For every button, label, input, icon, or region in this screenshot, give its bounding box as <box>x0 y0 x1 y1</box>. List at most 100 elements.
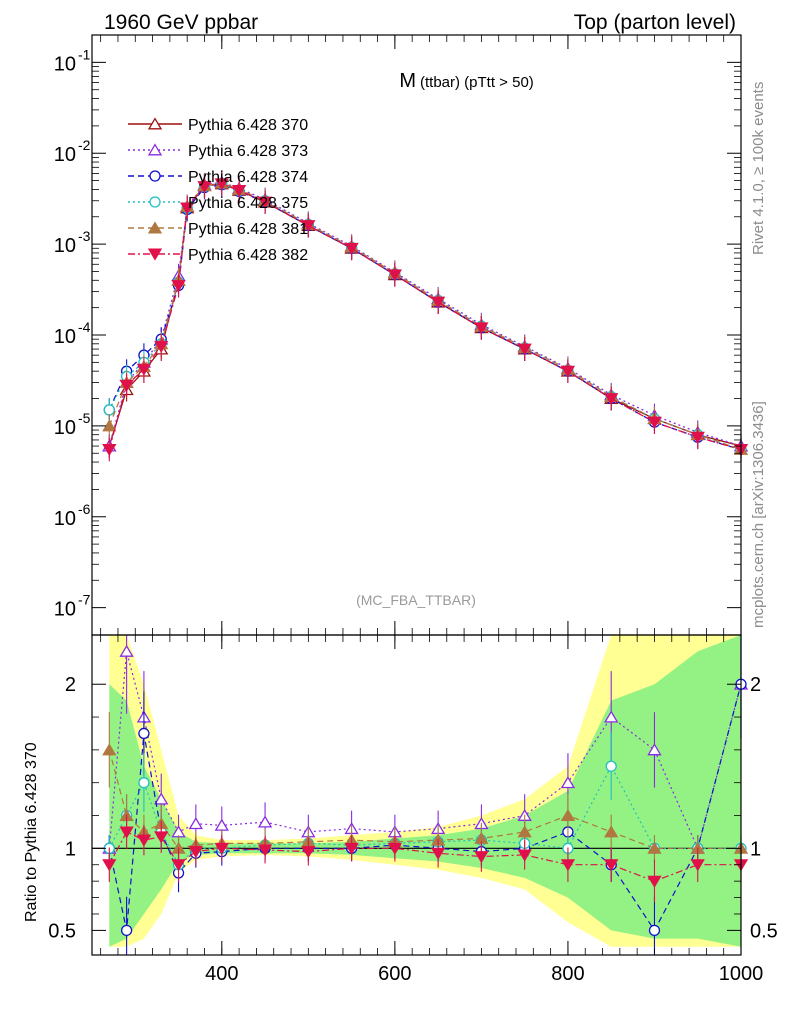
x-tick-label: 1000 <box>719 963 764 985</box>
legend-marker <box>147 221 163 234</box>
legend-entry-4: Pythia 6.428 375 <box>128 195 308 212</box>
main-plot-axes: 10-710-610-510-410-310-210-1 <box>54 34 742 635</box>
legend-entry-2: Pythia 6.428 373 <box>128 143 308 160</box>
ratio-point <box>154 792 169 805</box>
ratio-point <box>517 849 532 862</box>
main-point <box>387 269 403 282</box>
ratio-point <box>560 859 576 872</box>
main-point <box>231 184 247 198</box>
ratio-band-green <box>109 635 742 947</box>
ratio-point <box>604 710 619 723</box>
legend-label: Pythia 6.428 381 <box>188 221 308 238</box>
main-point <box>604 393 619 406</box>
legend: Pythia 6.428 370 Pythia 6.428 373 Pythia 6… <box>128 117 308 264</box>
ratio-point <box>647 875 662 888</box>
ratio-plot-axes: 0.5 0.5 1 1 2 2 400 600 800 1000 <box>48 635 778 985</box>
main-y-tick-label: 10 <box>54 508 76 530</box>
main-point <box>517 343 532 356</box>
legend-marker <box>149 196 161 208</box>
main-point <box>647 416 662 429</box>
legend-marker <box>147 248 163 261</box>
ratio-point <box>474 851 489 864</box>
ratio-point <box>119 826 134 839</box>
legend-entry-3: Pythia 6.428 374 <box>128 169 308 186</box>
main-y-tick-label: 10 <box>54 53 76 75</box>
ratio-y-tick-label-right: 2 <box>750 674 761 696</box>
main-y-tick-exponent: -1 <box>78 46 91 62</box>
main-point <box>103 404 115 416</box>
ratio-point <box>188 817 203 830</box>
legend-label: Pythia 6.428 370 <box>188 117 308 134</box>
main-point <box>560 365 576 378</box>
main-point <box>474 322 489 335</box>
main-y-tick-label: 10 <box>54 144 76 166</box>
main-point <box>344 242 359 255</box>
ratio-point <box>517 825 532 838</box>
ratio-point <box>120 924 133 937</box>
ratio-plot-frame <box>91 634 742 956</box>
main-y-tick-exponent: -3 <box>78 228 91 244</box>
ratio-point <box>188 846 203 859</box>
legend-label: Pythia 6.428 382 <box>188 247 308 264</box>
ratio-point <box>647 841 662 854</box>
x-tick-label: 400 <box>205 963 238 985</box>
ratio-series-6 <box>102 814 749 903</box>
header-left: 1960 GeV ppbar <box>104 11 258 34</box>
legend-label: Pythia 6.428 375 <box>188 195 308 212</box>
ratio-point <box>690 859 705 872</box>
ratio-point <box>605 760 617 772</box>
ratio-point <box>138 777 150 789</box>
ratio-point <box>136 834 152 847</box>
main-point <box>690 431 705 444</box>
ratio-y-tick-label: 2 <box>65 674 76 696</box>
main-point <box>301 220 316 233</box>
main-point <box>257 196 273 209</box>
main-point <box>214 178 229 191</box>
mcplots-label: mcplots.cern.ch [arXiv:1306.3436] <box>750 401 767 628</box>
main-point <box>154 340 169 354</box>
ratio-point <box>560 776 576 789</box>
main-y-tick-label: 10 <box>54 417 76 439</box>
main-point <box>119 379 134 392</box>
ratio-y-tick-label: 1 <box>65 838 76 860</box>
main-y-tick-label: 10 <box>54 326 76 348</box>
main-y-tick-exponent: -4 <box>78 319 91 335</box>
plot-title-sub: (ttbar) (pTtt > 50) <box>420 74 534 91</box>
main-point <box>136 363 152 376</box>
main-point <box>171 280 186 293</box>
main-plot-marks <box>102 170 749 462</box>
header-right: Top (parton level) <box>574 11 736 34</box>
ratio-point <box>171 859 186 872</box>
ratio-point <box>604 859 619 872</box>
ratio-point <box>102 743 117 756</box>
legend-label: Pythia 6.428 374 <box>188 169 308 186</box>
legend-entry-5: Pythia 6.428 381 <box>128 221 308 238</box>
legend-marker <box>149 170 161 182</box>
ratio-point <box>214 842 229 856</box>
plot-title-main: M <box>399 70 416 92</box>
x-tick-label: 800 <box>551 963 584 985</box>
ratio-point <box>257 844 273 857</box>
legend-marker <box>147 143 163 156</box>
main-y-tick-label: 10 <box>54 235 76 257</box>
ratio-point <box>344 842 359 856</box>
main-series-line <box>108 182 742 451</box>
main-point <box>430 296 446 309</box>
ratio-y-tick-label: 0.5 <box>48 920 76 942</box>
main-y-tick-exponent: -5 <box>78 410 91 426</box>
x-tick-label: 600 <box>378 963 411 985</box>
main-point <box>102 444 117 457</box>
ratio-plot-background <box>109 635 742 947</box>
main-point <box>197 181 212 194</box>
main-y-tick-exponent: -2 <box>78 137 91 153</box>
ratio-point <box>119 644 134 657</box>
ratio-point <box>604 825 619 838</box>
ratio-point <box>560 808 576 821</box>
ratio-point <box>430 847 446 860</box>
legend-entry-1: Pythia 6.428 370 <box>128 117 308 134</box>
main-y-tick-exponent: -7 <box>78 592 91 608</box>
ratio-point <box>648 924 661 937</box>
main-point <box>102 419 117 432</box>
ratio-point <box>154 831 169 844</box>
